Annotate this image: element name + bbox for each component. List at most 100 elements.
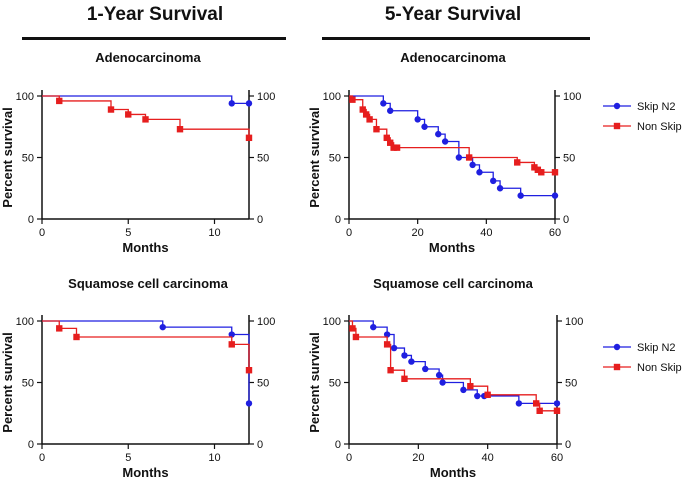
y-tick-label-left: 100 xyxy=(16,91,34,103)
panel-title-squam-5y: Squamose cell carcinoma xyxy=(373,276,533,291)
series-line-non-skip xyxy=(349,320,557,412)
series-line-non-skip xyxy=(349,95,555,173)
marker-skip-n2 xyxy=(421,123,428,130)
x-axis-title: Months xyxy=(429,240,475,255)
series-line-skip-n2 xyxy=(42,95,249,105)
marker-skip-n2 xyxy=(401,352,408,359)
marker-non-skip xyxy=(107,106,115,113)
legend-marker-skip-n2 xyxy=(613,343,621,351)
marker-skip-n2 xyxy=(476,169,483,176)
marker-skip-n2 xyxy=(387,107,394,114)
legend-top: Skip N2 Non Skip xyxy=(603,101,682,133)
y-tick-label-right: 50 xyxy=(257,153,269,165)
marker-skip-n2 xyxy=(553,400,561,407)
marker-skip-n2 xyxy=(383,331,391,338)
y-tick-label-right: 100 xyxy=(565,316,583,328)
marker-non-skip xyxy=(383,341,391,348)
series-line-skip-n2 xyxy=(349,95,555,197)
marker-non-skip xyxy=(359,106,366,113)
marker-non-skip xyxy=(536,407,543,414)
marker-non-skip xyxy=(465,154,473,161)
marker-skip-n2 xyxy=(490,177,497,185)
legend-marker-non-skip xyxy=(613,122,621,130)
heading-1-year: 1-Year Survival xyxy=(86,4,224,25)
legend-label: Non Skip xyxy=(637,362,682,374)
marker-skip-n2 xyxy=(441,138,449,145)
series-line-skip-n2 xyxy=(349,320,557,405)
legend-bottom: Skip N2 Non Skip xyxy=(603,342,682,374)
marker-skip-n2 xyxy=(469,161,476,169)
x-tick-label: 20 xyxy=(412,227,424,239)
y-tick-label-right: 100 xyxy=(257,91,275,103)
marker-skip-n2 xyxy=(414,116,421,123)
y-axis-title: Percent survival xyxy=(0,107,15,207)
marker-non-skip xyxy=(142,116,149,123)
marker-non-skip xyxy=(366,116,373,123)
marker-non-skip xyxy=(467,382,474,390)
marker-non-skip xyxy=(125,111,132,118)
x-tick-label: 5 xyxy=(125,227,131,239)
y-tick-label-left: 100 xyxy=(16,316,34,328)
y-tick-label-left: 0 xyxy=(28,214,34,226)
legend-label: Skip N2 xyxy=(637,101,676,113)
x-axis-title: Months xyxy=(430,465,476,480)
marker-skip-n2 xyxy=(435,130,442,138)
marker-skip-n2 xyxy=(551,192,559,199)
marker-skip-n2 xyxy=(517,192,524,199)
y-axis-title: Percent survival xyxy=(0,332,15,432)
y-axis-title: Percent survival xyxy=(307,107,322,207)
x-tick-label: 0 xyxy=(39,452,45,464)
y-tick-label-left: 0 xyxy=(28,439,34,451)
marker-skip-n2 xyxy=(496,185,504,192)
marker-non-skip xyxy=(373,126,380,133)
y-tick-label-right: 100 xyxy=(563,91,581,103)
marker-non-skip xyxy=(390,144,397,151)
marker-non-skip xyxy=(349,96,356,103)
marker-non-skip xyxy=(349,325,356,332)
y-tick-label-left: 50 xyxy=(329,378,341,390)
marker-non-skip xyxy=(362,111,370,118)
marker-non-skip xyxy=(228,341,235,348)
y-tick-label-right: 0 xyxy=(257,439,263,451)
legend-label: Skip N2 xyxy=(637,342,676,354)
x-tick-label: 60 xyxy=(551,452,563,464)
marker-non-skip xyxy=(73,333,80,341)
x-tick-label: 60 xyxy=(549,227,561,239)
y-tick-label-right: 100 xyxy=(257,316,275,328)
marker-non-skip xyxy=(553,407,561,414)
series-line-skip-n2 xyxy=(42,320,250,404)
marker-skip-n2 xyxy=(245,400,253,407)
y-tick-label-right: 0 xyxy=(563,214,569,226)
marker-non-skip xyxy=(387,139,394,146)
heading-rule-left xyxy=(22,37,286,40)
panel-title-adeno-5y: Adenocarcinoma xyxy=(400,50,506,65)
marker-skip-n2 xyxy=(159,323,166,331)
marker-skip-n2 xyxy=(390,344,398,352)
series-line-non-skip xyxy=(42,320,250,371)
marker-skip-n2 xyxy=(228,331,235,338)
marker-non-skip xyxy=(514,159,521,166)
marker-non-skip xyxy=(538,169,545,176)
y-tick-label-left: 50 xyxy=(329,153,341,165)
marker-skip-n2 xyxy=(408,358,415,365)
x-tick-label: 10 xyxy=(208,227,220,239)
marker-non-skip xyxy=(484,391,491,398)
panel-title-adeno-1y: Adenocarcinoma xyxy=(95,50,201,65)
heading-rule-right xyxy=(322,37,590,40)
marker-non-skip xyxy=(401,375,408,383)
marker-skip-n2 xyxy=(228,100,235,107)
y-tick-label-right: 0 xyxy=(257,214,263,226)
marker-skip-n2 xyxy=(460,386,467,394)
marker-non-skip xyxy=(531,164,538,171)
legend-marker-skip-n2 xyxy=(613,102,621,110)
marker-skip-n2 xyxy=(474,392,481,400)
marker-non-skip xyxy=(534,166,542,173)
y-tick-label-left: 100 xyxy=(323,91,341,103)
marker-non-skip xyxy=(56,325,63,332)
marker-skip-n2 xyxy=(435,371,443,379)
